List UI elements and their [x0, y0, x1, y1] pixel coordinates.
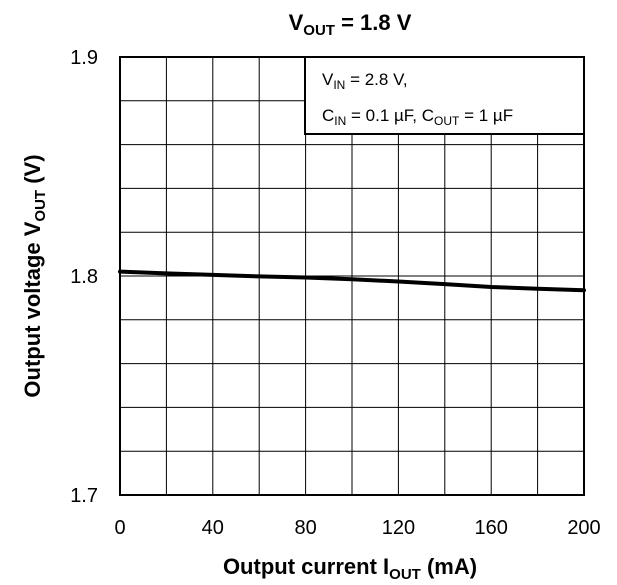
annotation-line-1: VIN = 2.8 V,: [322, 70, 408, 92]
y-tick-label: 1.7: [70, 485, 98, 507]
annotation-line-2: CIN = 0.1 µF, COUT = 1 µF: [322, 106, 513, 128]
y-tick-label: 1.8: [70, 266, 98, 288]
plot-frame: [119, 56, 585, 496]
y-tick-label: 1.9: [70, 47, 98, 69]
x-tick-label: 80: [294, 517, 316, 539]
y-axis-label: Output voltage VOUT (V): [20, 154, 49, 397]
x-tick-label: 120: [382, 517, 415, 539]
series-line: [118, 269, 586, 293]
x-tick-label: 0: [114, 517, 125, 539]
x-tick-label: 160: [475, 517, 508, 539]
chart-title: VOUT = 1.8 V: [289, 10, 412, 39]
y-axis-ticks: 1.7 1.8 1.9: [70, 47, 98, 507]
x-tick-label: 200: [567, 517, 600, 539]
x-tick-label: 40: [202, 517, 224, 539]
x-axis-label: Output current IOUT (mA): [223, 554, 477, 583]
x-axis-ticks: 0 40 80 120 160 200: [114, 517, 600, 539]
